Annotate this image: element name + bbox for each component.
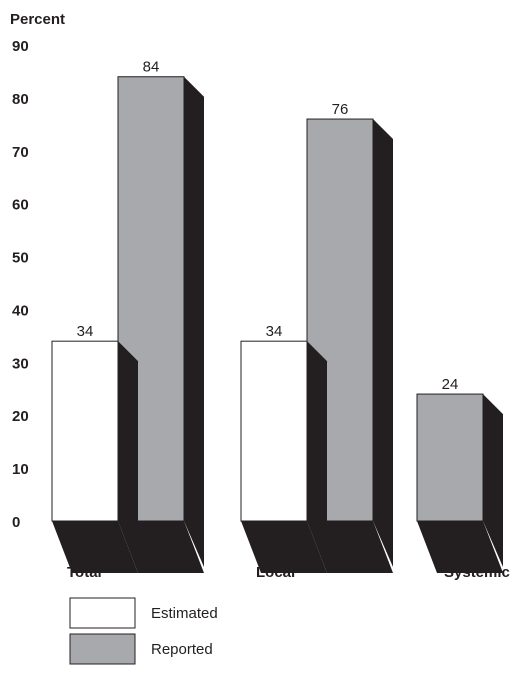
y-tick-label: 10 bbox=[12, 461, 29, 478]
y-tick-label: 80 bbox=[12, 91, 29, 108]
bar-shadow-side bbox=[307, 341, 327, 567]
y-tick-label: 30 bbox=[12, 355, 29, 372]
bar-shadow-side bbox=[184, 76, 204, 567]
bar-value-label: 84 bbox=[143, 59, 160, 76]
y-tick-label: 0 bbox=[12, 514, 20, 531]
legend-swatch bbox=[69, 597, 136, 629]
category-labels: Total Local Systemic bbox=[67, 564, 510, 581]
y-tick-label: 70 bbox=[12, 144, 29, 161]
legend: Estimated Reported bbox=[69, 597, 218, 665]
bar-shadow-side bbox=[118, 341, 138, 567]
legend-label: Reported bbox=[151, 641, 213, 658]
bars-group: 84 34 76 34 24 bbox=[51, 59, 503, 573]
legend-label: Estimated bbox=[151, 605, 218, 622]
category-label: Local bbox=[256, 564, 295, 581]
bar-shadow-floor bbox=[417, 521, 503, 573]
y-axis-label: Percent bbox=[10, 11, 65, 28]
bar-value-label: 34 bbox=[77, 323, 94, 340]
y-tick-label: 40 bbox=[12, 302, 29, 319]
y-tick-label: 20 bbox=[12, 408, 29, 425]
bar-value-label: 76 bbox=[332, 101, 349, 118]
y-tick-label: 90 bbox=[12, 38, 29, 55]
y-tick-label: 60 bbox=[12, 197, 29, 214]
category-label: Systemic bbox=[444, 564, 510, 581]
bar-value-label: 24 bbox=[442, 376, 459, 393]
y-tick-label: 50 bbox=[12, 250, 29, 267]
category-label: Total bbox=[67, 564, 102, 581]
bar-shadow-floor bbox=[307, 521, 393, 573]
bar-shadow-floor bbox=[118, 521, 204, 573]
y-axis-ticks: 0 10 20 30 40 50 60 70 80 90 bbox=[12, 38, 29, 531]
bar bbox=[240, 340, 308, 522]
bar-value-label: 34 bbox=[266, 323, 283, 340]
bar bbox=[51, 340, 119, 522]
legend-swatch bbox=[69, 633, 136, 665]
bar-shadow-floor bbox=[52, 521, 138, 573]
bar bbox=[416, 393, 484, 522]
bar-shadow-floor bbox=[241, 521, 327, 573]
bar-shadow-side bbox=[483, 394, 503, 567]
bar-shadow-side bbox=[373, 119, 393, 568]
